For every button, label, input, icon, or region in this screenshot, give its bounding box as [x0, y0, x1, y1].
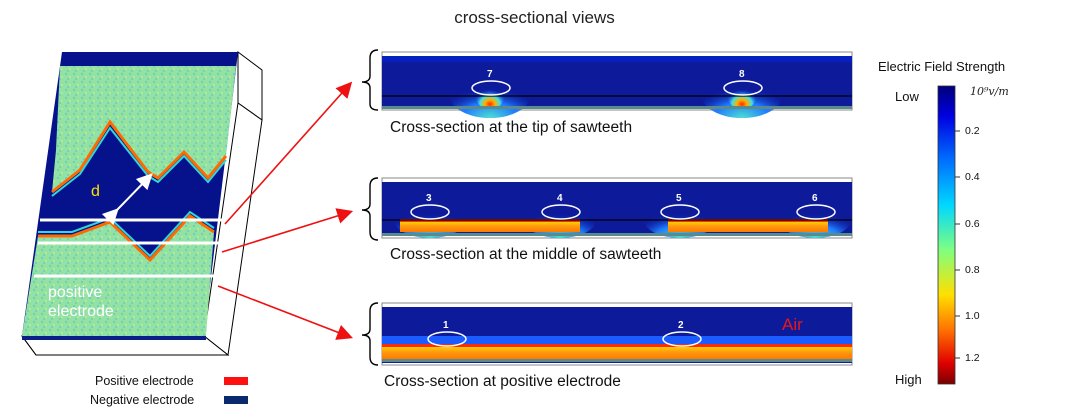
- figure-title: cross-sectional views: [454, 8, 615, 27]
- colorbar: [937, 85, 960, 385]
- pointer-arrows: [217, 81, 354, 340]
- positive-electrode-annotation-line2: electrode: [48, 303, 114, 320]
- marker-label-6: 6: [812, 193, 818, 204]
- caption-tip-section: Cross-section at the tip of sawteeth: [390, 119, 633, 136]
- arrow-to-positive-section: [217, 285, 353, 340]
- cross-section-middle: [381, 177, 853, 239]
- colorbar-tick-5: 1.2: [965, 352, 980, 364]
- cross-section-positive: [381, 302, 853, 366]
- positive-electrode-annotation: positive electrode: [48, 283, 114, 321]
- air-region-label: Air: [782, 315, 803, 334]
- marker-label-4: 4: [557, 193, 563, 204]
- colorbar-high-label: High: [895, 372, 922, 387]
- negative-electrode-swatch: [224, 396, 248, 404]
- caption-middle-section: Cross-section at the middle of sawteeth: [390, 246, 662, 263]
- arrow-to-tip-section: [224, 81, 353, 225]
- marker-label-1: 1: [443, 320, 449, 331]
- marker-label-2: 2: [678, 320, 684, 331]
- colorbar-unit: 10⁹v/m: [970, 85, 1009, 98]
- caption-positive-section: Cross-section at positive electrode: [384, 373, 621, 390]
- sawtooth-electrode-block: [21, 51, 263, 356]
- cross-section-tip: [381, 51, 853, 118]
- colorbar-tick-1: 0.4: [965, 171, 980, 183]
- gap-distance-label: d: [91, 183, 100, 200]
- colorbar-tick-2: 0.6: [965, 218, 980, 230]
- marker-label-8: 8: [739, 69, 745, 80]
- colorbar-tick-4: 1.0: [965, 310, 980, 322]
- marker-label-3: 3: [426, 193, 432, 204]
- marker-ellipse-2: [662, 331, 702, 347]
- marker-ellipse-7: [471, 80, 511, 96]
- marker-ellipse-4: [541, 204, 581, 220]
- marker-ellipse-8: [723, 80, 763, 96]
- gap-distance-arrow: [101, 173, 153, 226]
- legend-positive-electrode: Positive electrode: [95, 374, 194, 388]
- section-braces: [361, 49, 379, 366]
- marker-label-7: 7: [487, 69, 493, 80]
- marker-ellipse-5: [660, 204, 700, 220]
- colorbar-low-label: Low: [895, 89, 919, 104]
- positive-electrode-annotation-line1: positive: [48, 284, 103, 301]
- marker-label-5: 5: [676, 193, 682, 204]
- colorbar-tick-3: 0.8: [965, 264, 980, 276]
- legend-negative-electrode: Negative electrode: [90, 393, 195, 407]
- colorbar-title: Electric Field Strength: [878, 59, 1006, 74]
- marker-ellipse-3: [410, 204, 450, 220]
- marker-ellipse-6: [796, 204, 836, 220]
- arrow-to-middle-section: [221, 208, 354, 253]
- positive-electrode-swatch: [224, 377, 248, 385]
- marker-ellipse-1: [427, 331, 467, 347]
- colorbar-tick-0: 0.2: [965, 125, 980, 137]
